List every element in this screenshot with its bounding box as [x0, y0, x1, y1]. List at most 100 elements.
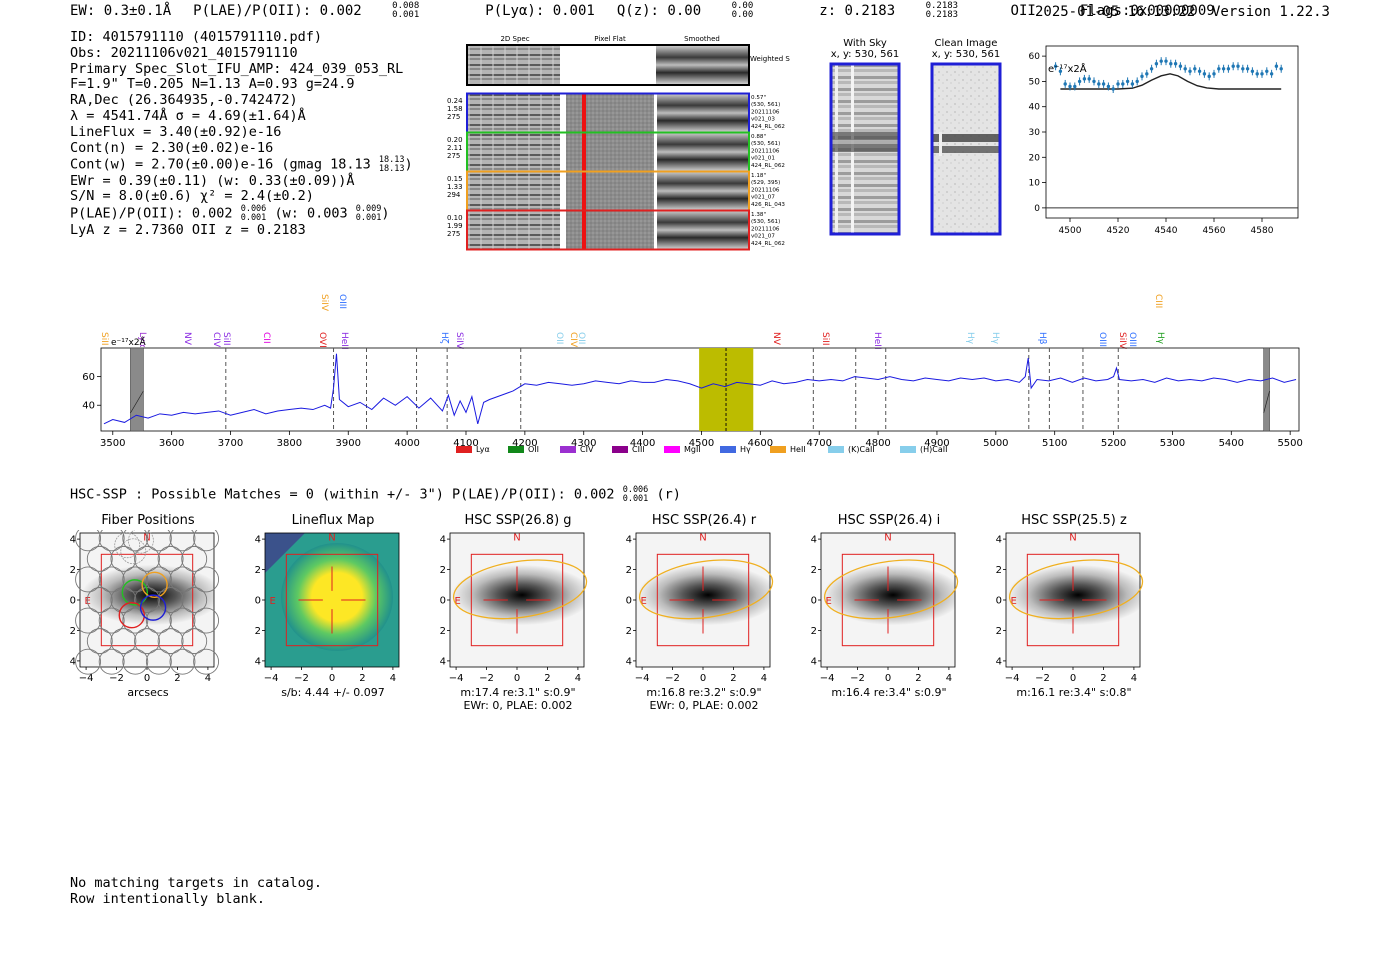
zoom-data-point [1269, 72, 1274, 76]
aperture-box [100, 553, 194, 647]
spectrum-x-tick-label: 4000 [394, 438, 419, 449]
qz-upper: 0.00 [731, 1, 754, 11]
zoom-data-point [1188, 69, 1192, 73]
fiber-right-label: (530, 561) [751, 102, 780, 108]
legend-label: Lyα [476, 445, 490, 454]
cutout-y-tick-label: 4 [70, 656, 76, 667]
galaxy-light [1008, 565, 1140, 625]
zoom-data-point [1274, 64, 1279, 68]
fiber-gap [560, 172, 566, 210]
cutout-y-tick-label: 2 [255, 565, 261, 576]
zoom-data-point [1106, 84, 1111, 89]
cutout-caption: m:16.1 re:3.4" s:0.8" [984, 686, 1164, 699]
ew-value: EW: 0.3±0.1Å [70, 3, 172, 19]
cutout-x-tick-label: −4 [635, 673, 650, 684]
fiber-left-label: 2.11 [447, 144, 463, 152]
fiber-circle [145, 530, 172, 552]
gmag-lower: 18.13 [378, 163, 405, 174]
east-marker: E [640, 596, 646, 607]
z-upper: 0.2183 [925, 1, 959, 11]
zoom-x-tick-label: 4520 [1107, 226, 1130, 236]
cutout-x-tick-label: 0 [1070, 673, 1076, 684]
cutout-x-tick-label: 0 [700, 673, 706, 684]
zoom-y-tick-label: 10 [1029, 179, 1041, 189]
zoom-data-point [1202, 72, 1207, 76]
spectrum-x-tick-label: 5400 [1219, 438, 1244, 449]
spectral-line-label: CIII [1153, 294, 1163, 308]
fiber-right-label: 424_RL_062 [751, 241, 785, 247]
spectral-line-label: SiIV [1117, 332, 1127, 350]
highlighted-fiber [141, 571, 168, 598]
legend-swatch [456, 446, 472, 453]
legend-swatch [560, 446, 576, 453]
legend-swatch [664, 446, 680, 453]
zoom-data-point [1068, 84, 1072, 89]
zoom-model-curve [1060, 73, 1282, 90]
zoom-data-point [1145, 72, 1149, 76]
fiber-circle [110, 628, 137, 655]
spectral-line-label: OIII [1127, 332, 1137, 347]
cutout-pixels [1006, 533, 1140, 667]
cutout-y-tick-label: 4 [440, 656, 446, 667]
cutout-caption-line: m:17.4 re:3.1" s:0.9" [460, 686, 576, 699]
fiber-circle [157, 545, 184, 572]
fiber-circle [193, 607, 220, 634]
fiber-2d-spec [468, 211, 560, 249]
cutout-y-tick-label: 2 [255, 626, 261, 637]
cutout-y-tick-label: 4 [996, 535, 1002, 546]
zoom-y-tick-label: 30 [1029, 128, 1041, 138]
zoom-y-tick-label: 20 [1029, 153, 1041, 163]
spectrum-x-tick-label: 3500 [100, 438, 125, 449]
legend-label: CIV [580, 445, 594, 454]
spectrum-y-tick-label: 60 [82, 372, 95, 383]
zoom-data-point [1226, 67, 1231, 71]
spectral-line-label: HeII [339, 332, 349, 350]
galaxy-ellipse [1008, 559, 1144, 620]
cutout-y-tick-label: 4 [440, 535, 446, 546]
aperture-box [1026, 553, 1120, 647]
with-sky-title: With Sky x, y: 530, 561 [830, 38, 900, 60]
clean-image-title: Clean Image x, y: 530, 561 [931, 38, 1001, 60]
cutout-caption: m:16.4 re:3.4" s:0.9" [799, 686, 979, 699]
spectral-line-label: Hγ [1155, 332, 1165, 345]
zoom-data-point [1169, 62, 1173, 66]
fiber-circle [122, 607, 149, 634]
cutout-y-tick-label: 4 [626, 535, 632, 546]
spectrum-x-tick-label: 5100 [1042, 438, 1067, 449]
fiber-line-marker [582, 172, 586, 210]
zoom-data-point [1053, 64, 1058, 68]
weighted-sum-label: Weighted Sum [750, 55, 790, 63]
cutout-x-tick-label: −2 [850, 673, 865, 684]
fiber-right-label: 1.38" [751, 212, 766, 218]
spectral-line-label: Hζ [439, 332, 449, 344]
fiber-right-label: (529, 395) [751, 180, 780, 186]
fiber-circle [134, 628, 160, 655]
plya-value: P(Lyα): 0.001 [485, 3, 595, 19]
hsc-band: (r) [656, 486, 681, 503]
masked-hatch [1263, 390, 1270, 414]
fiber-circle [145, 607, 172, 634]
cutout-x-tick-label: −4 [449, 673, 464, 684]
spectrum-x-tick-label: 5200 [1101, 438, 1126, 449]
hsc-header: HSC-SSP : Possible Matches = 0 (within +… [70, 485, 681, 504]
fiber-pixel-flat [566, 172, 656, 210]
fiber-circle [193, 648, 220, 675]
north-marker: N [328, 533, 335, 544]
zoom-data-point [1250, 69, 1255, 73]
spectrum-x-tick-label: 5000 [983, 438, 1008, 449]
zoom-y-tick-label: 40 [1029, 103, 1041, 113]
fiber-circle [75, 648, 102, 675]
fiber-left-label: 275 [447, 152, 460, 160]
fiber-gap [654, 172, 657, 210]
qz-value: Q(z): 0.00 0.00 0.00 [616, 1, 754, 20]
spectrum-x-tick-label: 4800 [865, 438, 890, 449]
zoom-data-point [1097, 82, 1101, 86]
galaxy-light [452, 565, 584, 625]
spectrum-y-tick-label: 40 [82, 401, 95, 412]
spectrum-x-tick-label: 3700 [218, 438, 243, 449]
fiber-circle [86, 545, 113, 572]
legend-label: Hγ [740, 445, 751, 454]
sky-images-svg [829, 62, 1002, 236]
zoom-unit-label: e⁻¹⁷x2Å [1048, 62, 1087, 75]
